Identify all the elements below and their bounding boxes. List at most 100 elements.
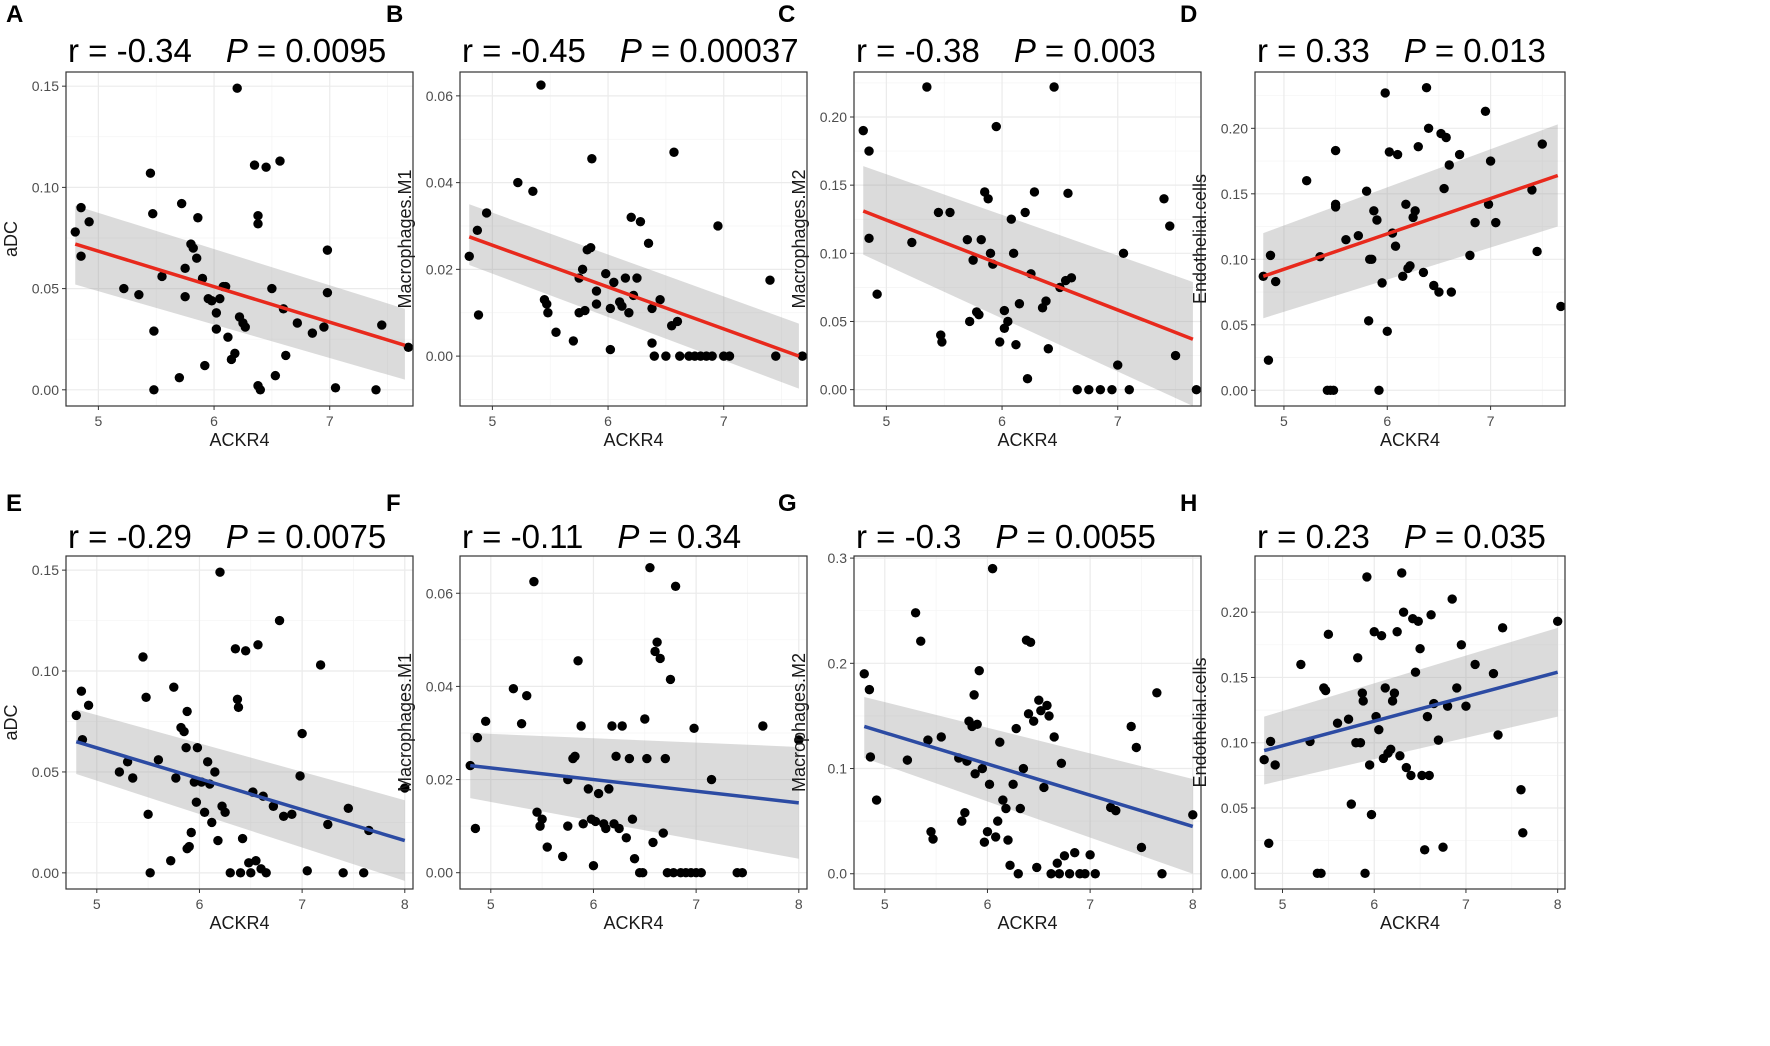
regression-line bbox=[1262, 173, 1559, 278]
data-point bbox=[1433, 735, 1444, 745]
data-point bbox=[1056, 758, 1067, 768]
data-point bbox=[765, 275, 775, 285]
data-point bbox=[1419, 845, 1430, 855]
r-value: r = -0.34 bbox=[68, 32, 192, 69]
data-point bbox=[655, 295, 665, 305]
p-value: = 0.34 bbox=[648, 518, 741, 555]
data-point bbox=[1015, 803, 1026, 814]
data-point bbox=[138, 652, 148, 662]
data-point bbox=[1556, 301, 1566, 312]
data-point bbox=[647, 338, 657, 348]
data-point bbox=[180, 291, 190, 302]
data-point bbox=[928, 834, 938, 844]
y-tick-label: 0.05 bbox=[820, 313, 847, 329]
data-point bbox=[588, 861, 599, 871]
regression-line bbox=[468, 235, 800, 358]
confidence-band bbox=[75, 205, 405, 380]
data-point bbox=[1270, 760, 1280, 770]
x-tick-label: 5 bbox=[1280, 413, 1288, 429]
data-point bbox=[1369, 627, 1379, 637]
data-point bbox=[1353, 231, 1364, 241]
y-tick-label: 0.20 bbox=[820, 109, 847, 125]
data-point bbox=[605, 344, 616, 355]
data-point bbox=[1360, 868, 1370, 879]
data-point bbox=[1369, 206, 1379, 216]
data-point bbox=[542, 299, 552, 309]
data-point bbox=[275, 156, 285, 166]
data-point bbox=[1376, 630, 1387, 641]
data-point bbox=[902, 755, 913, 765]
data-point bbox=[601, 823, 611, 834]
data-point bbox=[1382, 326, 1392, 337]
panel-label: C bbox=[778, 1, 795, 28]
data-point bbox=[1418, 267, 1429, 278]
data-point bbox=[176, 198, 187, 209]
data-point bbox=[261, 162, 271, 172]
data-point bbox=[647, 303, 657, 314]
data-point bbox=[1497, 623, 1508, 633]
data-point bbox=[1364, 760, 1375, 770]
data-point bbox=[149, 385, 159, 395]
x-tick-label: 6 bbox=[196, 896, 204, 912]
y-tick-label: 0.15 bbox=[1221, 186, 1248, 202]
data-point bbox=[270, 370, 281, 381]
x-tick-label: 6 bbox=[998, 413, 1006, 429]
data-point bbox=[1124, 384, 1134, 395]
panel-g: Gr = -0.3 P = 0.0055 5 6 7 8 0.0 0.1 0.2 0.3 ACKR4 M… bbox=[778, 490, 1202, 933]
data-point bbox=[658, 828, 668, 838]
data-point bbox=[1485, 156, 1496, 166]
data-point bbox=[1301, 176, 1312, 186]
data-point bbox=[472, 732, 483, 743]
data-point bbox=[1028, 716, 1039, 726]
data-point bbox=[1263, 355, 1274, 365]
data-point bbox=[377, 320, 387, 330]
y-tick-label: 0.15 bbox=[32, 562, 59, 578]
correlation-stats: r = -0.29 P = 0.0075 bbox=[68, 518, 386, 555]
data-point bbox=[605, 303, 616, 314]
data-point bbox=[668, 867, 679, 878]
data-point bbox=[1413, 616, 1423, 626]
data-point bbox=[472, 225, 483, 236]
data-point bbox=[225, 868, 235, 878]
data-point bbox=[621, 833, 632, 843]
data-point bbox=[660, 753, 671, 764]
data-point bbox=[1070, 848, 1080, 858]
data-point bbox=[481, 208, 492, 218]
y-tick-label: 0.2 bbox=[828, 655, 848, 671]
data-point bbox=[1066, 273, 1077, 283]
data-point bbox=[864, 233, 874, 244]
data-point bbox=[1410, 206, 1420, 216]
data-point bbox=[1380, 88, 1390, 98]
data-point bbox=[268, 801, 279, 811]
p-value: = 0.0095 bbox=[257, 32, 386, 69]
data-point bbox=[758, 721, 768, 731]
p-value: = 0.00037 bbox=[651, 32, 799, 69]
p-value: = 0.013 bbox=[1435, 32, 1546, 69]
data-point bbox=[141, 692, 151, 702]
data-point bbox=[1380, 683, 1390, 693]
data-point bbox=[302, 866, 312, 876]
data-point bbox=[251, 856, 261, 866]
data-point bbox=[319, 322, 329, 332]
data-point bbox=[724, 351, 735, 361]
data-point bbox=[174, 372, 185, 383]
data-point bbox=[1008, 779, 1018, 790]
plot-area-border bbox=[1254, 555, 1566, 890]
data-point bbox=[990, 832, 1001, 842]
x-tick-label: 7 bbox=[326, 413, 334, 429]
panel-f: Fr = -0.11 P = 0.34 5 6 7 8 0.00 0.02 0.04 0.06 ACK… bbox=[386, 490, 808, 933]
y-tick-label: 0.02 bbox=[426, 261, 453, 277]
x-tick-label: 7 bbox=[1114, 413, 1122, 429]
data-point bbox=[576, 721, 586, 731]
y-tick-label: 0.06 bbox=[426, 585, 453, 601]
data-point bbox=[297, 728, 307, 739]
data-point bbox=[71, 710, 81, 721]
data-point bbox=[669, 147, 679, 157]
data-point bbox=[797, 351, 808, 361]
data-point bbox=[1461, 701, 1471, 711]
plot-area-border bbox=[853, 555, 1202, 890]
data-point bbox=[223, 332, 233, 342]
y-tick-label: 0.15 bbox=[820, 177, 847, 193]
data-point bbox=[1410, 667, 1421, 677]
